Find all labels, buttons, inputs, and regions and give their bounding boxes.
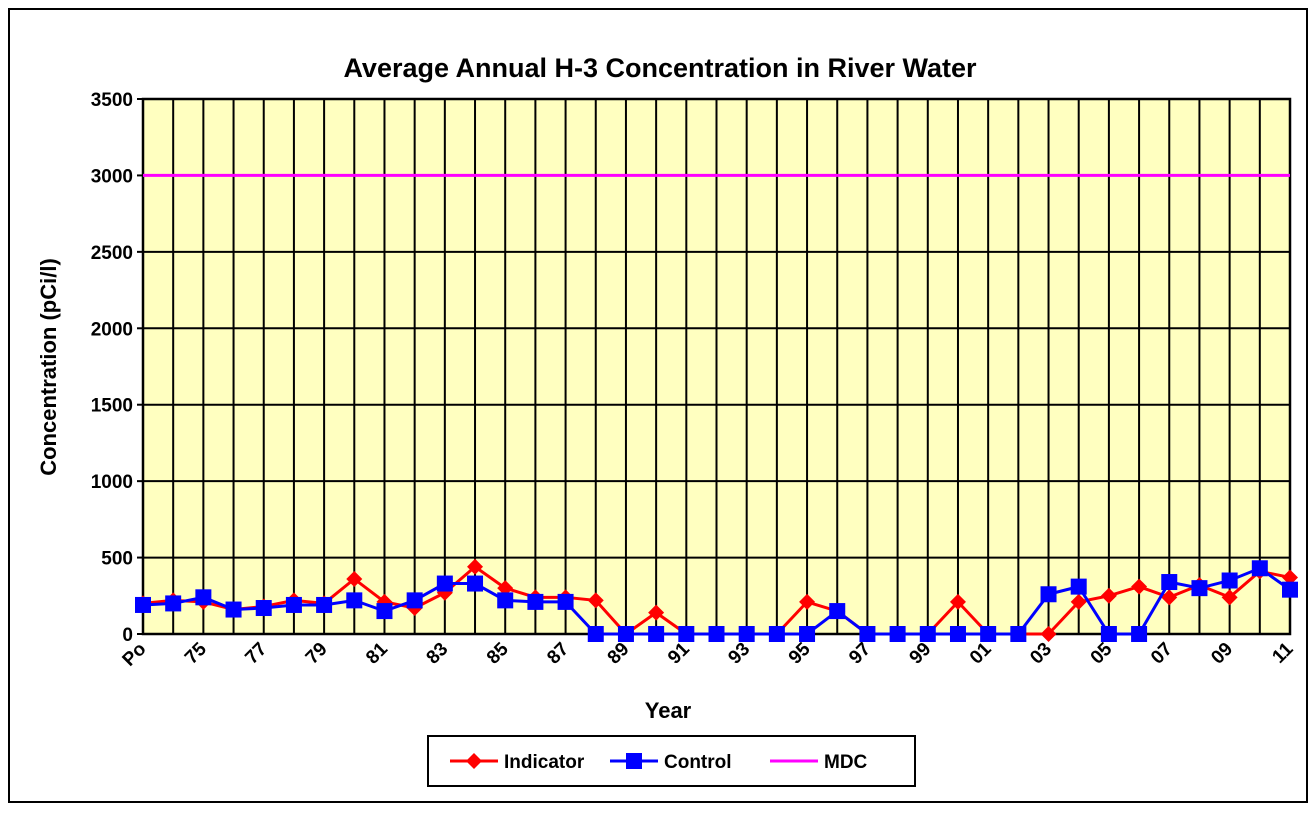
data-point [587, 626, 604, 642]
y-axis-label: Concentration (pCi/l) [36, 258, 61, 476]
legend-box [427, 735, 916, 787]
data-point [225, 601, 242, 618]
data-point [436, 575, 453, 592]
data-point [1040, 626, 1057, 642]
data-point [527, 593, 544, 610]
data-point [1221, 572, 1238, 589]
data-point [626, 753, 642, 769]
legend-label: Control [664, 752, 732, 773]
data-point [1282, 569, 1298, 586]
data-point [1191, 580, 1208, 597]
data-point [1070, 578, 1087, 595]
data-point [467, 575, 484, 592]
data-point [1282, 581, 1298, 598]
data-point [889, 626, 906, 642]
data-point [587, 592, 604, 609]
data-point [1221, 589, 1238, 606]
data-point [1100, 587, 1117, 604]
data-point [919, 626, 936, 642]
y-tick-label: 2000 [91, 319, 133, 340]
data-point [1131, 626, 1148, 642]
chart-title: Average Annual H-3 Concentration in Rive… [343, 53, 977, 83]
data-point [768, 626, 785, 642]
data-point [467, 558, 484, 575]
data-point [738, 626, 755, 642]
data-point [648, 626, 665, 642]
data-point [1131, 578, 1148, 595]
y-tick-label: 1500 [91, 396, 133, 417]
y-tick-label: 3500 [91, 90, 133, 111]
data-point [557, 593, 574, 610]
data-point [376, 603, 393, 620]
data-point [1161, 574, 1178, 591]
data-point [497, 592, 514, 609]
data-point [799, 626, 816, 642]
data-point [708, 626, 725, 642]
y-tick-label: 3000 [91, 166, 133, 187]
data-point [135, 596, 151, 613]
data-point [1040, 586, 1057, 603]
data-point [466, 753, 482, 769]
data-point [1010, 626, 1027, 642]
data-point [255, 600, 272, 617]
data-point [346, 592, 363, 609]
data-point [949, 593, 966, 610]
data-point [859, 626, 876, 642]
data-point [1100, 626, 1117, 642]
data-point [497, 580, 514, 597]
x-axis-label: Year [645, 698, 692, 723]
y-tick-label: 2500 [91, 243, 133, 264]
data-point [829, 603, 846, 620]
data-point [799, 593, 816, 610]
legend-label: Indicator [504, 752, 585, 773]
data-point [1251, 560, 1268, 577]
legend-label: MDC [824, 752, 868, 773]
data-point [346, 570, 363, 587]
data-point [980, 626, 997, 642]
data-point [617, 626, 634, 642]
data-point [648, 604, 665, 621]
data-point [316, 596, 333, 613]
data-point [1161, 589, 1178, 606]
data-point [949, 626, 966, 642]
y-tick-label: 1000 [91, 472, 133, 493]
data-point [165, 595, 182, 612]
data-point [195, 589, 212, 606]
data-point [285, 596, 302, 613]
y-tick-label: 0 [122, 625, 133, 646]
data-point [1070, 593, 1087, 610]
data-point [678, 626, 695, 642]
data-point [406, 592, 423, 609]
y-tick-label: 500 [101, 549, 133, 570]
